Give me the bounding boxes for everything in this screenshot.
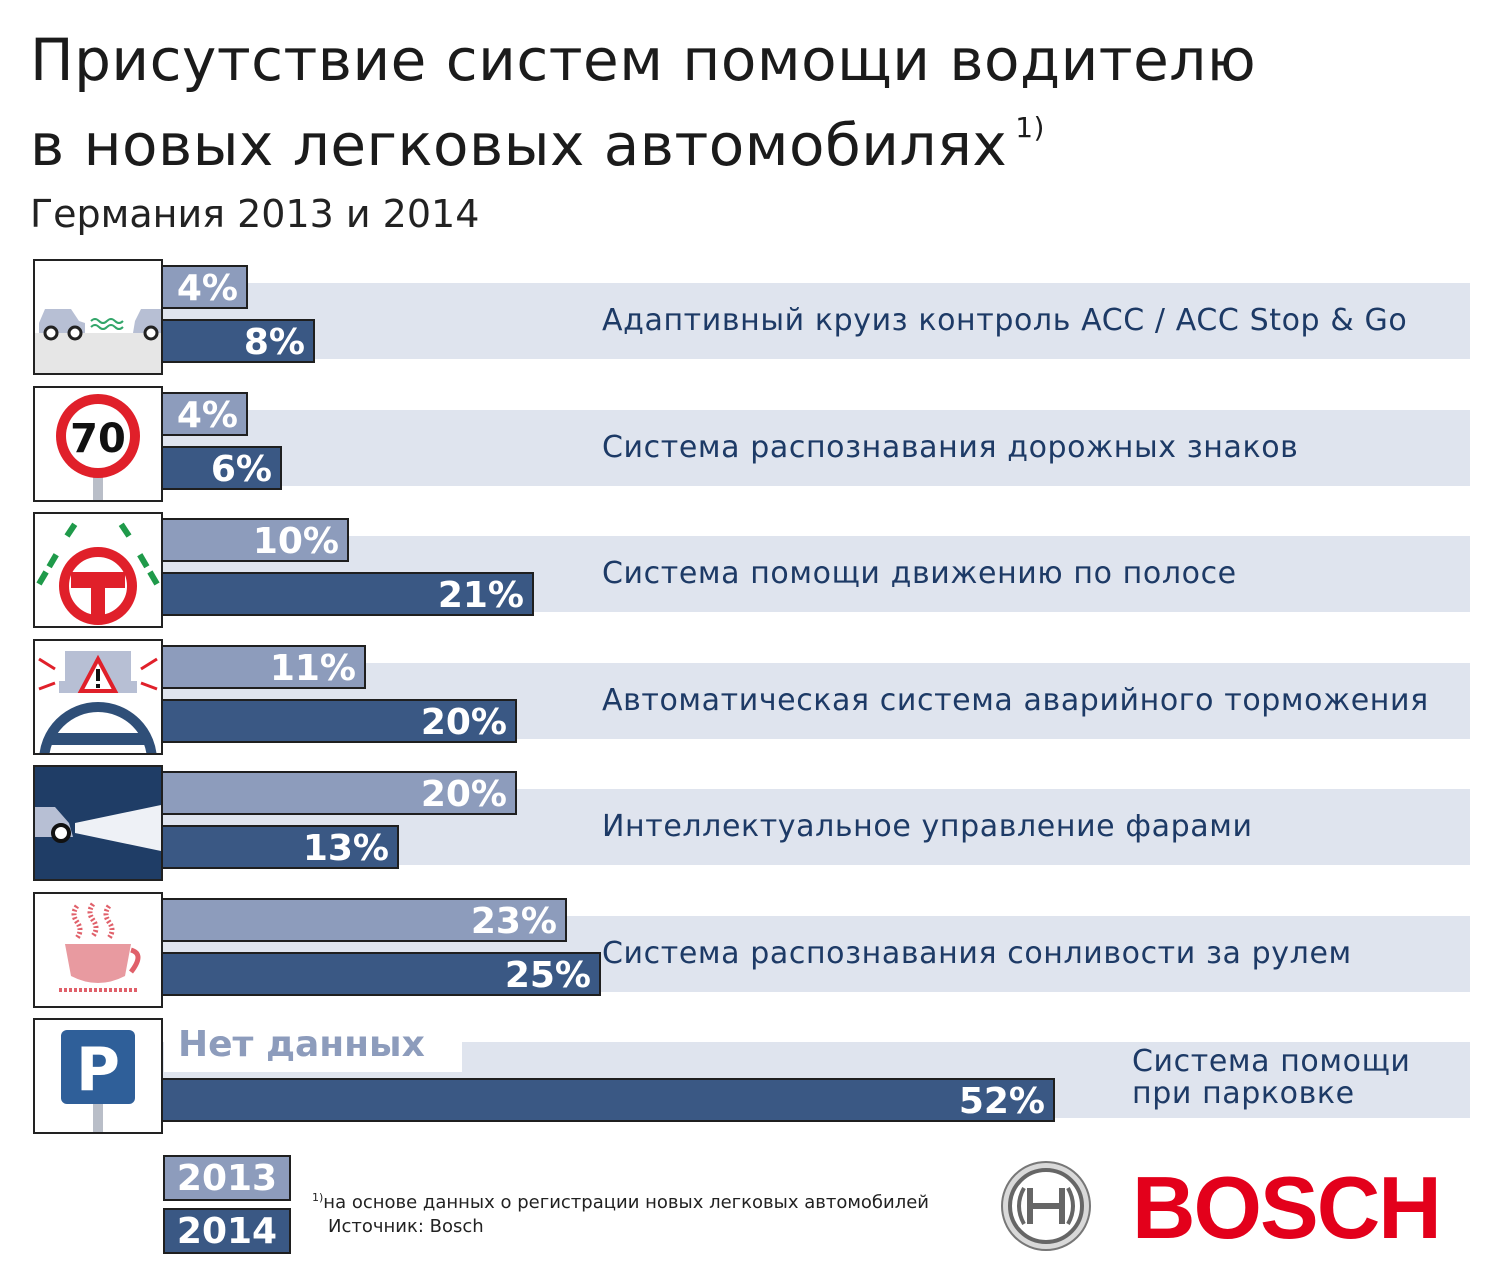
bar-2014: 21%: [161, 572, 534, 616]
bar-value-label: 20%: [420, 702, 507, 743]
bar-2013: 11%: [161, 645, 366, 689]
lane-keeping-icon: [33, 512, 163, 628]
category-label: Система распознавания дорожных знаков: [602, 430, 1299, 465]
bar-value-label: 21%: [437, 575, 524, 616]
chart-subtitle: Германия 2013 и 2014: [30, 192, 480, 236]
chart-row: 70 4% 6% Система распознавания дорожных зна…: [0, 386, 1500, 504]
category-label: Система помощи движению по полосе: [602, 556, 1237, 591]
bar-2014: 13%: [161, 825, 399, 869]
footnote: 1)на основе данных о регистрации новых л…: [312, 1186, 929, 1239]
category-label: Система распознавания сонливости за руле…: [602, 936, 1352, 971]
bar-2013: 10%: [161, 518, 349, 562]
bar-2013: 4%: [161, 265, 248, 309]
bar-2013: 23%: [161, 898, 567, 942]
no-data-text: Нет данных: [178, 1024, 425, 1065]
bar-value-label: 8%: [243, 322, 305, 363]
bosch-armature-logo-icon: [1001, 1161, 1091, 1251]
legend-2013-label: 2013: [176, 1158, 278, 1199]
acc-icon: [33, 259, 163, 375]
no-data-label: Нет данных: [164, 1022, 462, 1072]
emergency-braking-icon: [33, 639, 163, 755]
title-line-1: Присутствие систем помощи водителю: [30, 26, 1257, 94]
bar-2014: 52%: [161, 1078, 1055, 1122]
bar-value-label: 4%: [176, 395, 238, 436]
bar-2013: 20%: [161, 771, 517, 815]
title-line-2: в новых легковых автомобилях: [30, 111, 1008, 179]
category-label: Адаптивный круиз контроль ACC / ACC Stop…: [602, 303, 1408, 338]
bar-value-label: 20%: [420, 774, 507, 815]
bar-2013: 4%: [161, 392, 248, 436]
category-label: Система помощи при парковке: [1132, 1044, 1411, 1111]
bar-2014: 6%: [161, 446, 282, 490]
legend-2014: 2014: [163, 1208, 291, 1254]
chart-row: 20% 13% Интеллектуальное управление фарами: [0, 765, 1500, 883]
bar-value-label: 11%: [269, 648, 356, 689]
bar-value-label: 13%: [302, 828, 389, 869]
speed-limit-70-icon: 70: [33, 386, 163, 502]
headlight-icon: [33, 765, 163, 881]
bar-2014: 8%: [161, 319, 315, 363]
bar-value-label: 10%: [252, 521, 339, 562]
bar-2014: 25%: [161, 952, 601, 996]
svg-text:P: P: [76, 1035, 120, 1105]
svg-text:70: 70: [70, 416, 126, 462]
category-label: Автоматическая система аварийного тормож…: [602, 683, 1429, 718]
source-text: Источник: Bosch: [328, 1216, 484, 1237]
parking-sign-icon: P: [33, 1018, 163, 1134]
chart-title: Присутствие систем помощи водителю в нов…: [30, 26, 1256, 179]
bosch-wordmark: BOSCH: [1132, 1158, 1442, 1257]
row-band: [160, 410, 1470, 486]
chart-row: 23% 25% Система распознавания сонливости з…: [0, 892, 1500, 1010]
bar-value-label: 52%: [958, 1081, 1045, 1122]
footnote-mark: 1): [312, 1191, 324, 1204]
bar-value-label: 6%: [210, 449, 272, 490]
legend-2014-label: 2014: [176, 1211, 278, 1252]
footnote-text: на основе данных о регистрации новых лег…: [323, 1192, 930, 1213]
bar-value-label: 4%: [176, 268, 238, 309]
title-footnote-mark: 1): [1015, 111, 1045, 144]
bar-value-label: 25%: [504, 955, 591, 996]
chart-row: 11% 20% Автоматическая система аварийного …: [0, 639, 1500, 757]
coffee-cup-icon: [33, 892, 163, 1008]
chart-row: 4% 8% Адаптивный круиз контроль ACC / ACC …: [0, 259, 1500, 377]
row-band: [160, 283, 1470, 359]
chart-row: P Нет данных 52% Система помощи при парковк…: [0, 1018, 1500, 1136]
chart-row: 10% 21% Система помощи движению по полосе: [0, 512, 1500, 630]
legend-2013: 2013: [163, 1155, 291, 1201]
category-label: Интеллектуальное управление фарами: [602, 809, 1253, 844]
bar-2014: 20%: [161, 699, 517, 743]
bar-value-label: 23%: [470, 901, 557, 942]
